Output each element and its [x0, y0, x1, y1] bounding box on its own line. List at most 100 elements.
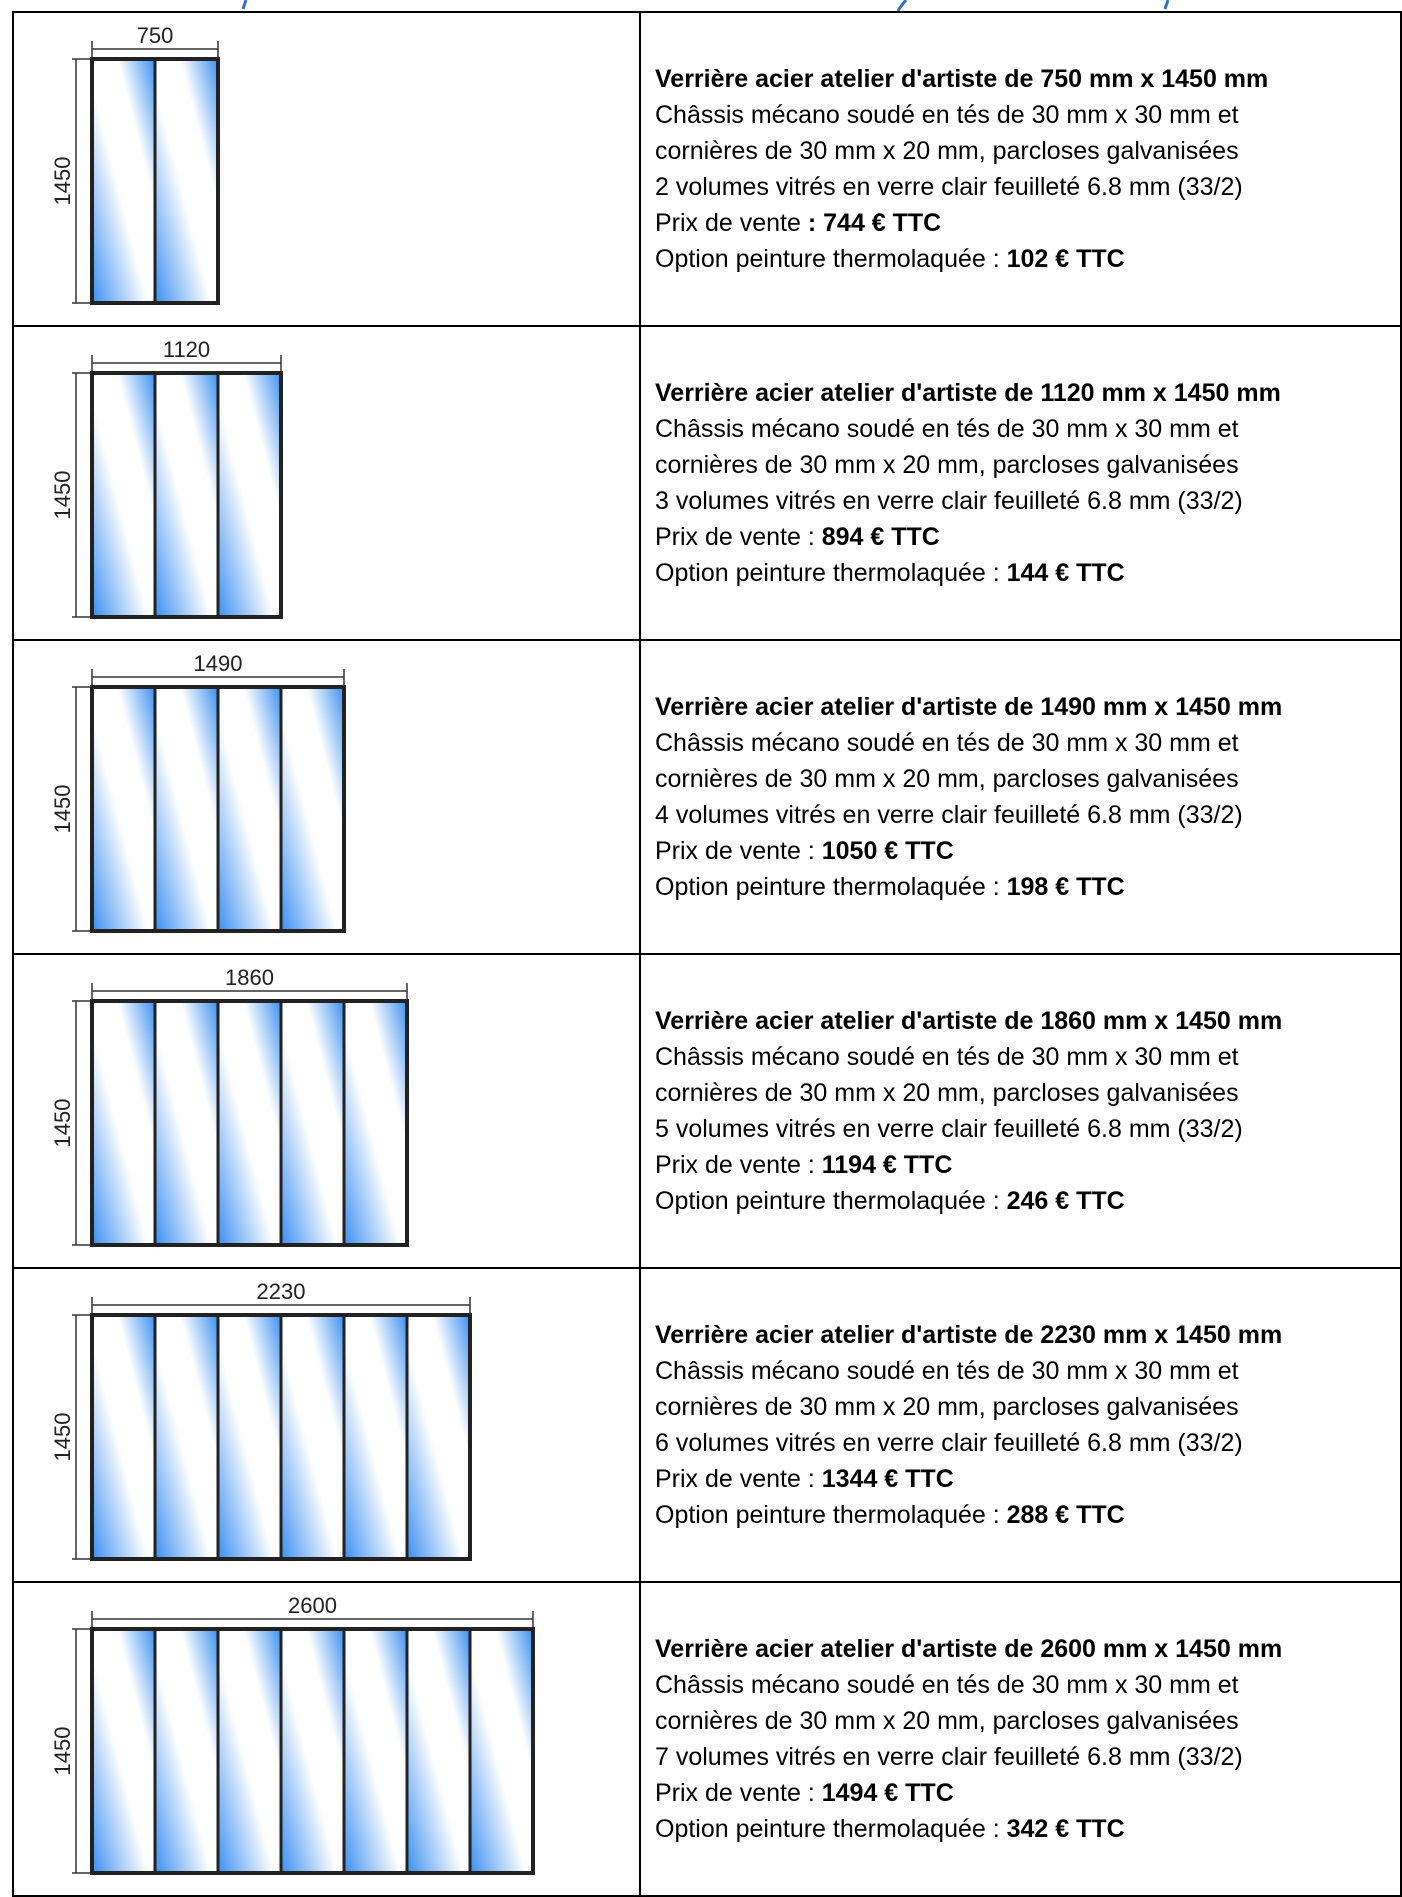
drawing-cell: 1860 1450 [12, 953, 641, 1269]
heading-fragment-stroke-right [1163, 0, 1170, 10]
window-drawing: 1490 1450 [50, 651, 346, 933]
option-value: 288 € TTC [1006, 1501, 1125, 1529]
glass-pane [216, 371, 283, 619]
window-drawing: 1120 1450 [50, 337, 283, 619]
drawing-cell: 1490 1450 [12, 639, 641, 955]
price-value: 1344 € TTC [821, 1465, 954, 1493]
product-frame-line: Châssis mécano soudé en tés de 30 mm x 3… [655, 101, 1239, 129]
product-price: Prix de vente : 1194 € TTC [655, 1147, 1400, 1183]
price-value: 1194 € TTC [821, 1151, 953, 1179]
glass-pane [153, 1627, 220, 1875]
drawing-cell: 2600 1450 [12, 1581, 641, 1897]
window-frame [90, 999, 409, 1247]
description-cell: Verrière acier atelier d'artiste de 2230… [639, 1267, 1402, 1583]
window-frame [90, 1627, 535, 1875]
glass-pane [216, 1627, 283, 1875]
product-option: Option peinture thermolaquée : 144 € TTC [655, 555, 1400, 591]
price-label: Prix de vente [655, 209, 808, 237]
price-label: Prix de vente : [655, 1151, 822, 1179]
height-dimension-label: 1450 [50, 785, 75, 834]
window-drawing: 750 1450 [50, 23, 220, 305]
glass-pane [279, 1627, 346, 1875]
glass-pane [153, 57, 220, 305]
product-glazing-line: 5 volumes vitrés en verre clair feuillet… [655, 1115, 1243, 1143]
product-description: Verrière acier atelier d'artiste de 1860… [655, 1003, 1400, 1219]
glass-pane [90, 57, 157, 305]
product-row: 1490 1450 Verrière acier atelier d'artist… [12, 639, 1402, 955]
window-drawing: 2600 1450 [50, 1593, 535, 1875]
option-label: Option peinture thermolaquée : [655, 245, 1007, 273]
width-dimension-label: 2600 [288, 1593, 337, 1618]
price-value: : 744 € TTC [807, 209, 942, 237]
product-glazing-line: 7 volumes vitrés en verre clair feuillet… [655, 1743, 1243, 1771]
product-row: 2230 1450 Verrière acier atelier d'artist… [12, 1267, 1402, 1583]
product-frame-line: Châssis mécano soudé en tés de 30 mm x 3… [655, 1671, 1239, 1699]
width-dimension-label: 1490 [194, 651, 243, 676]
product-glazing-line: 4 volumes vitrés en verre clair feuillet… [655, 801, 1243, 829]
description-cell: Verrière acier atelier d'artiste de 750 … [639, 11, 1402, 327]
product-profile-line: cornières de 30 mm x 20 mm, parcloses ga… [655, 137, 1239, 165]
product-profile-line: cornières de 30 mm x 20 mm, parcloses ga… [655, 765, 1239, 793]
window-frame [90, 1313, 472, 1561]
price-label: Prix de vente : [655, 1465, 822, 1493]
option-value: 144 € TTC [1006, 559, 1125, 587]
glass-pane [90, 685, 157, 933]
drawing-cell: 750 1450 [12, 11, 641, 327]
glass-pane [153, 685, 220, 933]
option-value: 246 € TTC [1006, 1187, 1125, 1215]
glass-pane [216, 685, 283, 933]
product-option: Option peinture thermolaquée : 288 € TTC [655, 1497, 1400, 1533]
window-frame [90, 371, 283, 619]
product-option: Option peinture thermolaquée : 246 € TTC [655, 1183, 1400, 1219]
glass-pane [279, 999, 346, 1247]
product-profile-line: cornières de 30 mm x 20 mm, parcloses ga… [655, 1079, 1239, 1107]
product-title: Verrière acier atelier d'artiste de 2600… [655, 1635, 1283, 1663]
product-description: Verrière acier atelier d'artiste de 1120… [655, 375, 1400, 591]
glass-pane [153, 999, 220, 1247]
glass-pane [342, 1313, 409, 1561]
price-value: 894 € TTC [821, 523, 940, 551]
glass-pane [153, 1313, 220, 1561]
glass-pane [405, 1313, 472, 1561]
glass-pane [279, 685, 346, 933]
product-title: Verrière acier atelier d'artiste de 1120… [655, 379, 1281, 407]
product-description: Verrière acier atelier d'artiste de 2600… [655, 1631, 1400, 1847]
price-label: Prix de vente : [655, 837, 822, 865]
height-dimension-label: 1450 [50, 157, 75, 206]
glass-pane [90, 999, 157, 1247]
product-glazing-line: 2 volumes vitrés en verre clair feuillet… [655, 173, 1243, 201]
width-dimension-label: 750 [137, 23, 174, 48]
option-value: 342 € TTC [1006, 1815, 1125, 1843]
product-option: Option peinture thermolaquée : 102 € TTC [655, 241, 1400, 277]
product-glazing-line: 3 volumes vitrés en verre clair feuillet… [655, 487, 1243, 515]
option-value: 198 € TTC [1006, 873, 1125, 901]
height-dimension-label: 1450 [50, 1413, 75, 1462]
price-value: 1050 € TTC [821, 837, 954, 865]
glass-pane [153, 371, 220, 619]
product-table: 750 1450 Verrière acier atelier d'artiste… [12, 11, 1402, 1897]
glass-pane [90, 371, 157, 619]
height-dimension-label: 1450 [50, 1099, 75, 1148]
option-label: Option peinture thermolaquée : [655, 1187, 1007, 1215]
product-option: Option peinture thermolaquée : 198 € TTC [655, 869, 1400, 905]
price-label: Prix de vente : [655, 523, 822, 551]
description-cell: Verrière acier atelier d'artiste de 1860… [639, 953, 1402, 1269]
width-dimension-label: 1860 [225, 965, 274, 990]
description-cell: Verrière acier atelier d'artiste de 1120… [639, 325, 1402, 641]
description-cell: Verrière acier atelier d'artiste de 2600… [639, 1581, 1402, 1897]
product-frame-line: Châssis mécano soudé en tés de 30 mm x 3… [655, 1357, 1239, 1385]
product-title: Verrière acier atelier d'artiste de 1490… [655, 693, 1283, 721]
height-dimension-label: 1450 [50, 471, 75, 520]
glass-pane [90, 1313, 157, 1561]
product-table-body: 750 1450 Verrière acier atelier d'artiste… [12, 11, 1402, 1897]
product-description: Verrière acier atelier d'artiste de 2230… [655, 1317, 1400, 1533]
drawing-cell: 2230 1450 [12, 1267, 641, 1583]
height-dimension-label: 1450 [50, 1727, 75, 1776]
product-frame-line: Châssis mécano soudé en tés de 30 mm x 3… [655, 729, 1239, 757]
product-row: 2600 1450 Verrière acier atelier d'artist… [12, 1581, 1402, 1897]
product-title: Verrière acier atelier d'artiste de 750 … [655, 65, 1269, 93]
price-value: 1494 € TTC [821, 1779, 954, 1807]
product-row: 1120 1450 Verrière acier atelier d'artist… [12, 325, 1402, 641]
product-row: 1860 1450 Verrière acier atelier d'artist… [12, 953, 1402, 1269]
product-price: Prix de vente : 1494 € TTC [655, 1775, 1400, 1811]
